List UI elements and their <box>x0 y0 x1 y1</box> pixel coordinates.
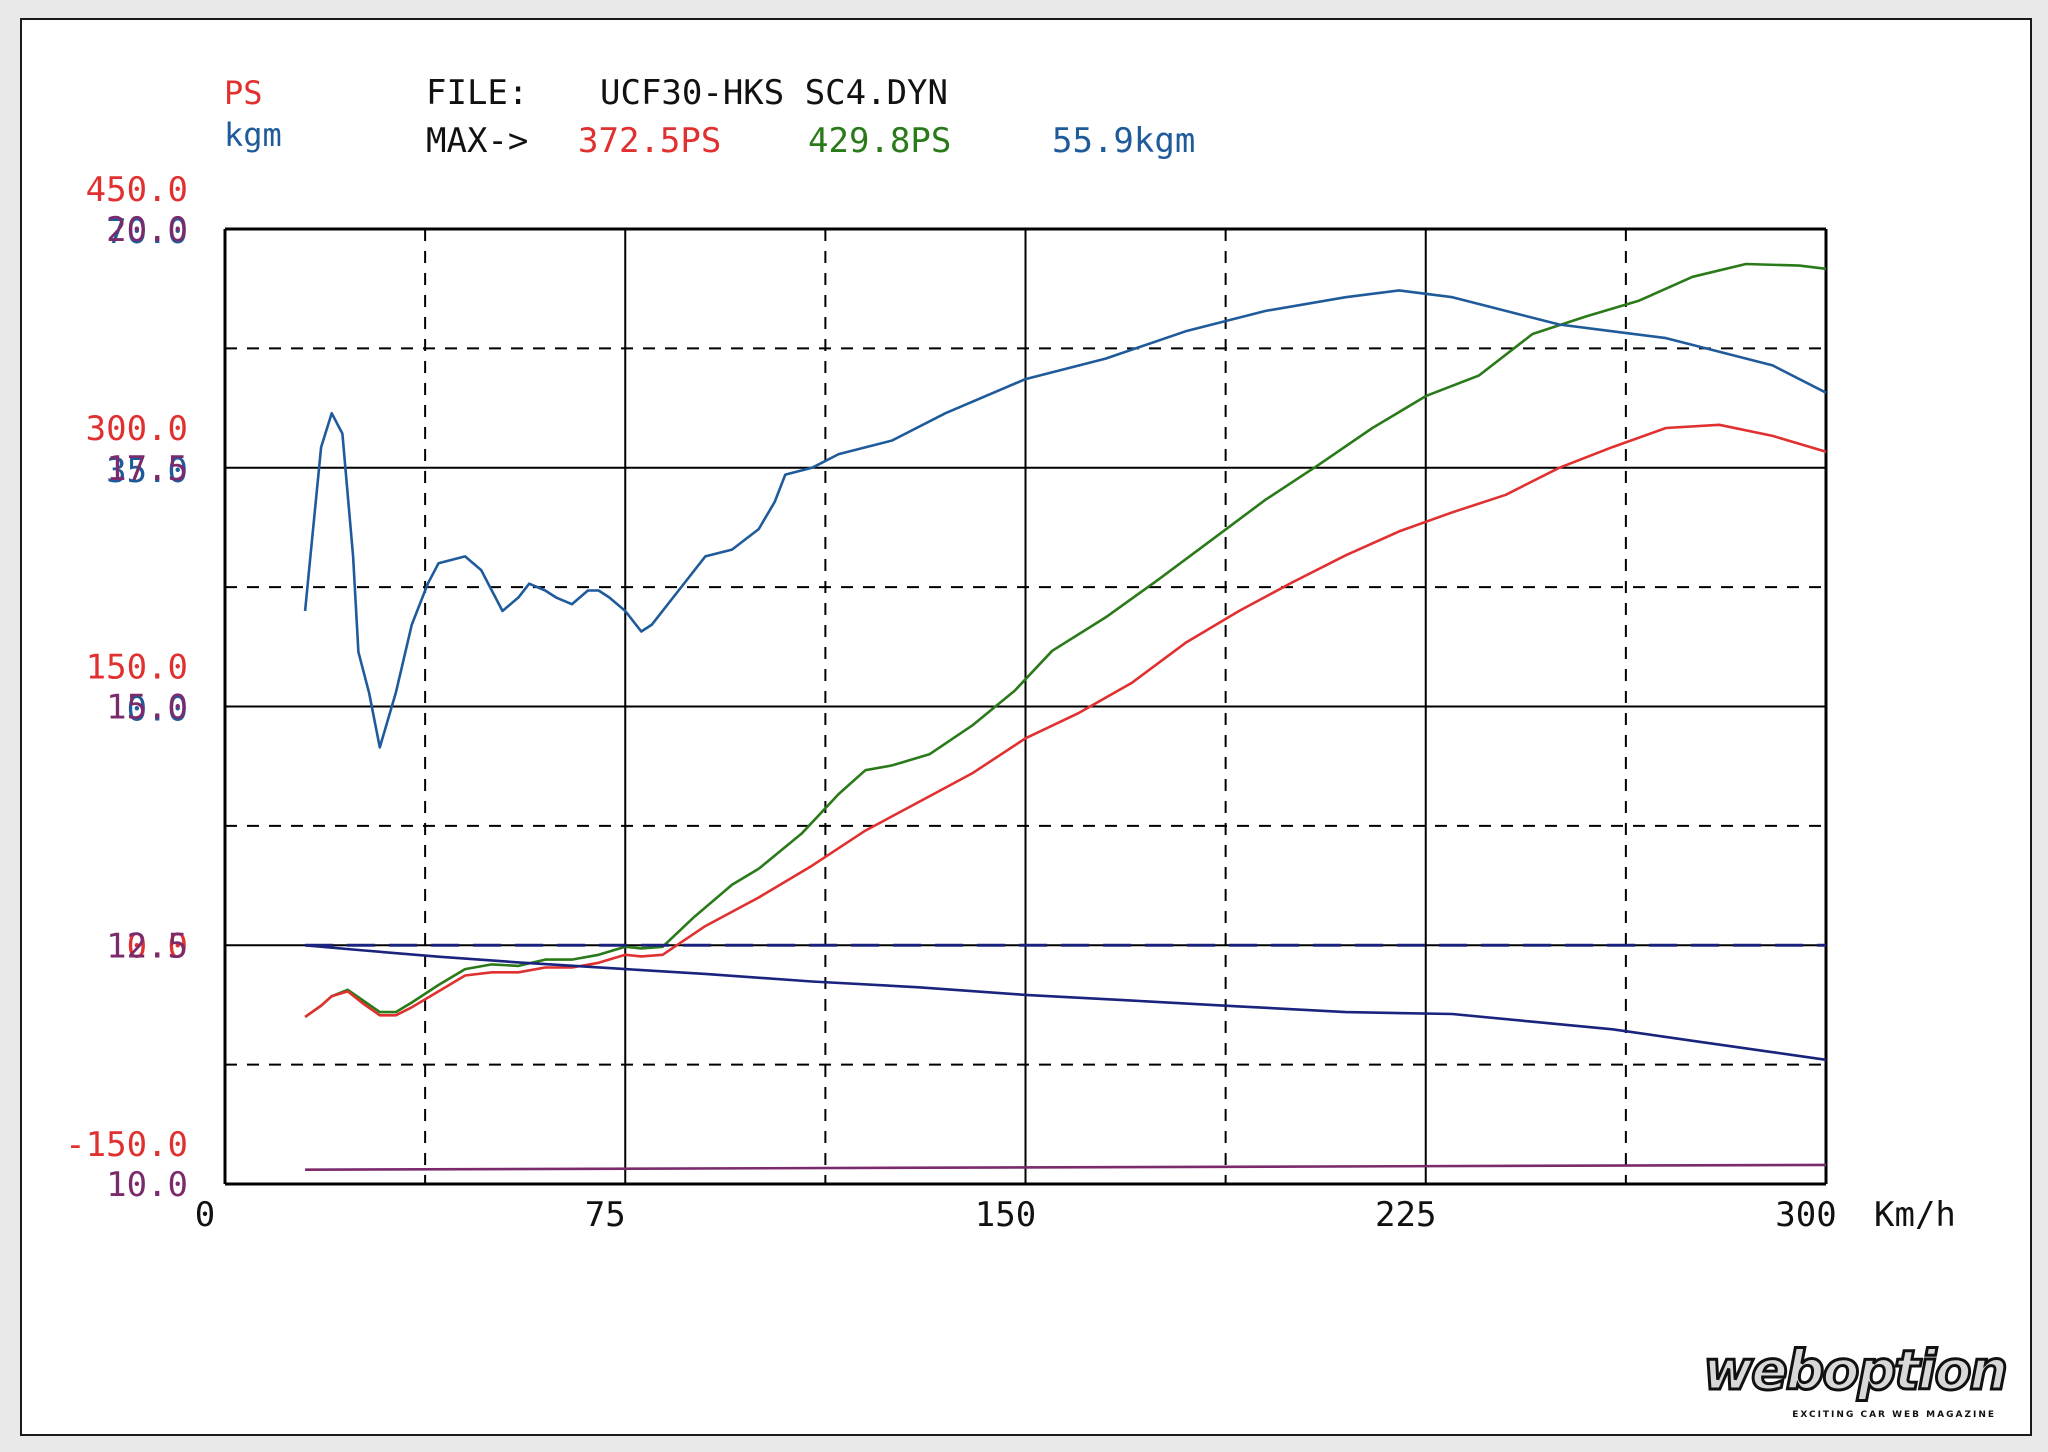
x-tick-label: 300 <box>1775 1195 1836 1235</box>
x-tick-label: 150 <box>975 1195 1036 1235</box>
grid-lines <box>223 227 1828 1186</box>
dyno-sheet: 450.0 300.0 150.0 0.0 -150.0 70.0 35.0 0.0 20.0 1… <box>20 18 2032 1436</box>
x-tick-label: 75 <box>585 1195 626 1235</box>
third-tick-label: 10.0 <box>106 1165 188 1205</box>
series-line-4 <box>304 944 1827 1062</box>
x-axis-label: Km/h <box>1874 1195 1956 1235</box>
file-label: FILE: <box>426 73 528 113</box>
max-ps-red: 372.5PS <box>578 121 721 161</box>
series-lines <box>303 262 1827 1171</box>
series-line-6 <box>305 1163 1827 1171</box>
kgm-unit-label: kgm <box>224 116 282 154</box>
series-line-3 <box>303 289 1827 749</box>
x-tick-label: 0 <box>195 1195 215 1235</box>
ps-tick-label: 450.0 <box>86 170 188 210</box>
ps-tick-label: 0.0 <box>127 926 188 966</box>
third-tick-label: 20.0 <box>106 210 188 250</box>
file-name: UCF30-HKS SC4.DYN <box>600 73 948 113</box>
third-tick-label: 15.0 <box>106 688 188 728</box>
max-label: MAX-> <box>426 121 528 161</box>
x-tick-label: 225 <box>1375 1195 1436 1235</box>
ps-tick-label: 300.0 <box>86 409 188 449</box>
logo-wordmark: weboption <box>1702 1339 2010 1402</box>
kgm-tick-label: 35.0 <box>106 451 188 491</box>
series-line-2 <box>304 423 1827 1018</box>
axis-labels: 450.0300.0150.00.0-150.070.035.00.020.01… <box>65 170 1956 1235</box>
ps-tick-label: -150.0 <box>65 1125 188 1165</box>
ps-tick-label: 150.0 <box>86 648 188 688</box>
kgm-tick-label: 0.0 <box>127 690 188 730</box>
third-tick-label: 12.5 <box>106 926 188 966</box>
max-kgm: 55.9kgm <box>1052 121 1195 161</box>
kgm-tick-label: 70.0 <box>106 212 188 252</box>
series-line-1 <box>304 262 1827 1018</box>
logo-tagline: EXCITING CAR WEB MAGAZINE <box>1792 1410 1996 1420</box>
ps-unit-label: PS <box>224 74 263 112</box>
max-ps-green: 429.8PS <box>808 121 951 161</box>
weboption-logo: weboption EXCITING CAR WEB MAGAZINE <box>1666 1339 2010 1420</box>
dyno-chart: 450.0300.0150.00.0-150.070.035.00.020.01… <box>65 73 1956 1235</box>
third-tick-label: 17.5 <box>106 449 188 489</box>
